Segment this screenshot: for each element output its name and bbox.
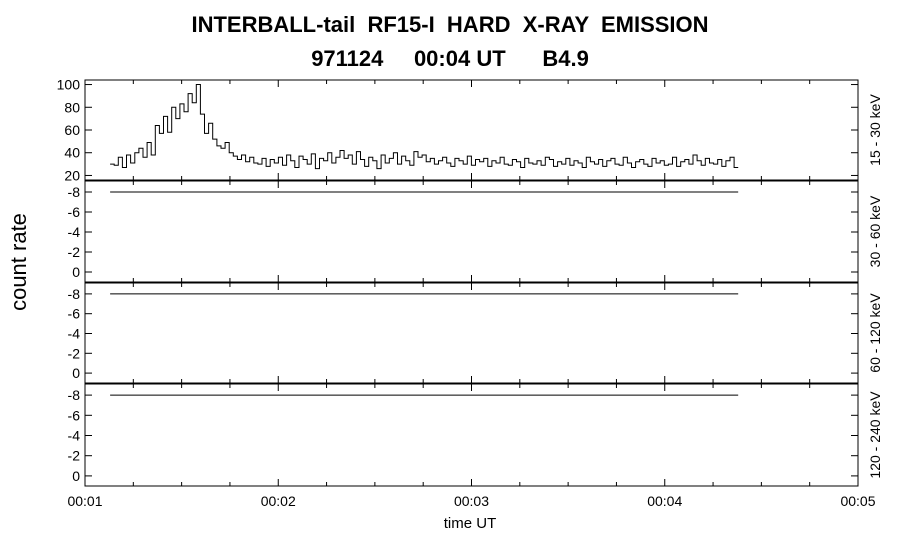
series-line-1 (110, 84, 739, 170)
y-tick-label: 0 (72, 264, 80, 280)
x-tick-label: 00:03 (454, 493, 489, 509)
panel-energy-label: 120 - 240 keV (867, 391, 883, 479)
y-tick-label: -6 (68, 407, 81, 423)
panel-energy-label: 30 - 60 keV (867, 195, 883, 267)
panel-energy-label: 15 - 30 keV (867, 94, 883, 166)
y-tick-label: -8 (68, 184, 81, 200)
x-tick-label: 00:05 (840, 493, 875, 509)
y-tick-label: 40 (64, 145, 80, 161)
y-tick-label: -8 (68, 286, 81, 302)
panel-frame-2 (84, 180, 859, 283)
y-tick-label: 80 (64, 99, 80, 115)
y-tick-label: -6 (68, 306, 81, 322)
y-tick-label: -2 (68, 244, 81, 260)
x-tick-label: 00:01 (67, 493, 102, 509)
y-tick-label: 100 (57, 77, 81, 93)
y-tick-label: -4 (68, 428, 81, 444)
panel-frame-4 (84, 383, 859, 487)
chart-title: INTERBALL-tail RF15-I HARD X-RAY EMISSIO… (191, 12, 709, 37)
y-tick-label: -4 (68, 325, 81, 341)
y-tick-label: -2 (68, 448, 81, 464)
y-tick-label: -6 (68, 204, 81, 220)
x-tick-label: 00:04 (647, 493, 682, 509)
y-tick-label: 0 (72, 468, 80, 484)
y-tick-label: -2 (68, 345, 81, 361)
y-tick-label: 60 (64, 122, 80, 138)
y-tick-label: 20 (64, 167, 80, 183)
x-axis-label: time UT (444, 515, 497, 532)
y-tick-label: -4 (68, 224, 81, 240)
panel-energy-label: 60 - 120 keV (867, 293, 883, 373)
chart-subtitle: 971124 00:04 UT B4.9 (311, 46, 589, 71)
y-tick-label: -8 (68, 387, 81, 403)
y-tick-label: 0 (72, 365, 80, 381)
y-axis-label: count rate (6, 213, 31, 311)
panel-frame-3 (84, 282, 859, 384)
x-tick-label: 00:02 (261, 493, 296, 509)
